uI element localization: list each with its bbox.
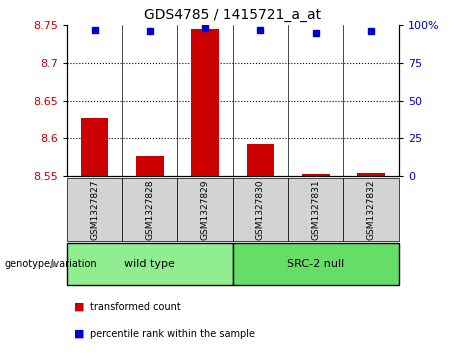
Text: percentile rank within the sample: percentile rank within the sample [90,329,255,339]
Text: ■: ■ [74,329,84,339]
Title: GDS4785 / 1415721_a_at: GDS4785 / 1415721_a_at [144,8,321,22]
Text: SRC-2 null: SRC-2 null [287,259,344,269]
Text: GSM1327829: GSM1327829 [201,179,210,240]
Bar [136,156,164,176]
Text: genotype/variation: genotype/variation [5,259,97,269]
Text: GSM1327830: GSM1327830 [256,179,265,240]
Bar [357,173,385,176]
Text: GSM1327831: GSM1327831 [311,179,320,240]
Bar [81,118,108,176]
Bar [247,144,274,176]
Text: transformed count: transformed count [90,302,181,312]
Text: GSM1327828: GSM1327828 [145,179,154,240]
Text: ■: ■ [74,302,84,312]
Text: GSM1327832: GSM1327832 [366,179,376,240]
Bar [191,29,219,176]
Text: ▶: ▶ [51,259,58,269]
Text: wild type: wild type [124,259,175,269]
Bar [302,174,330,176]
Text: GSM1327827: GSM1327827 [90,179,99,240]
